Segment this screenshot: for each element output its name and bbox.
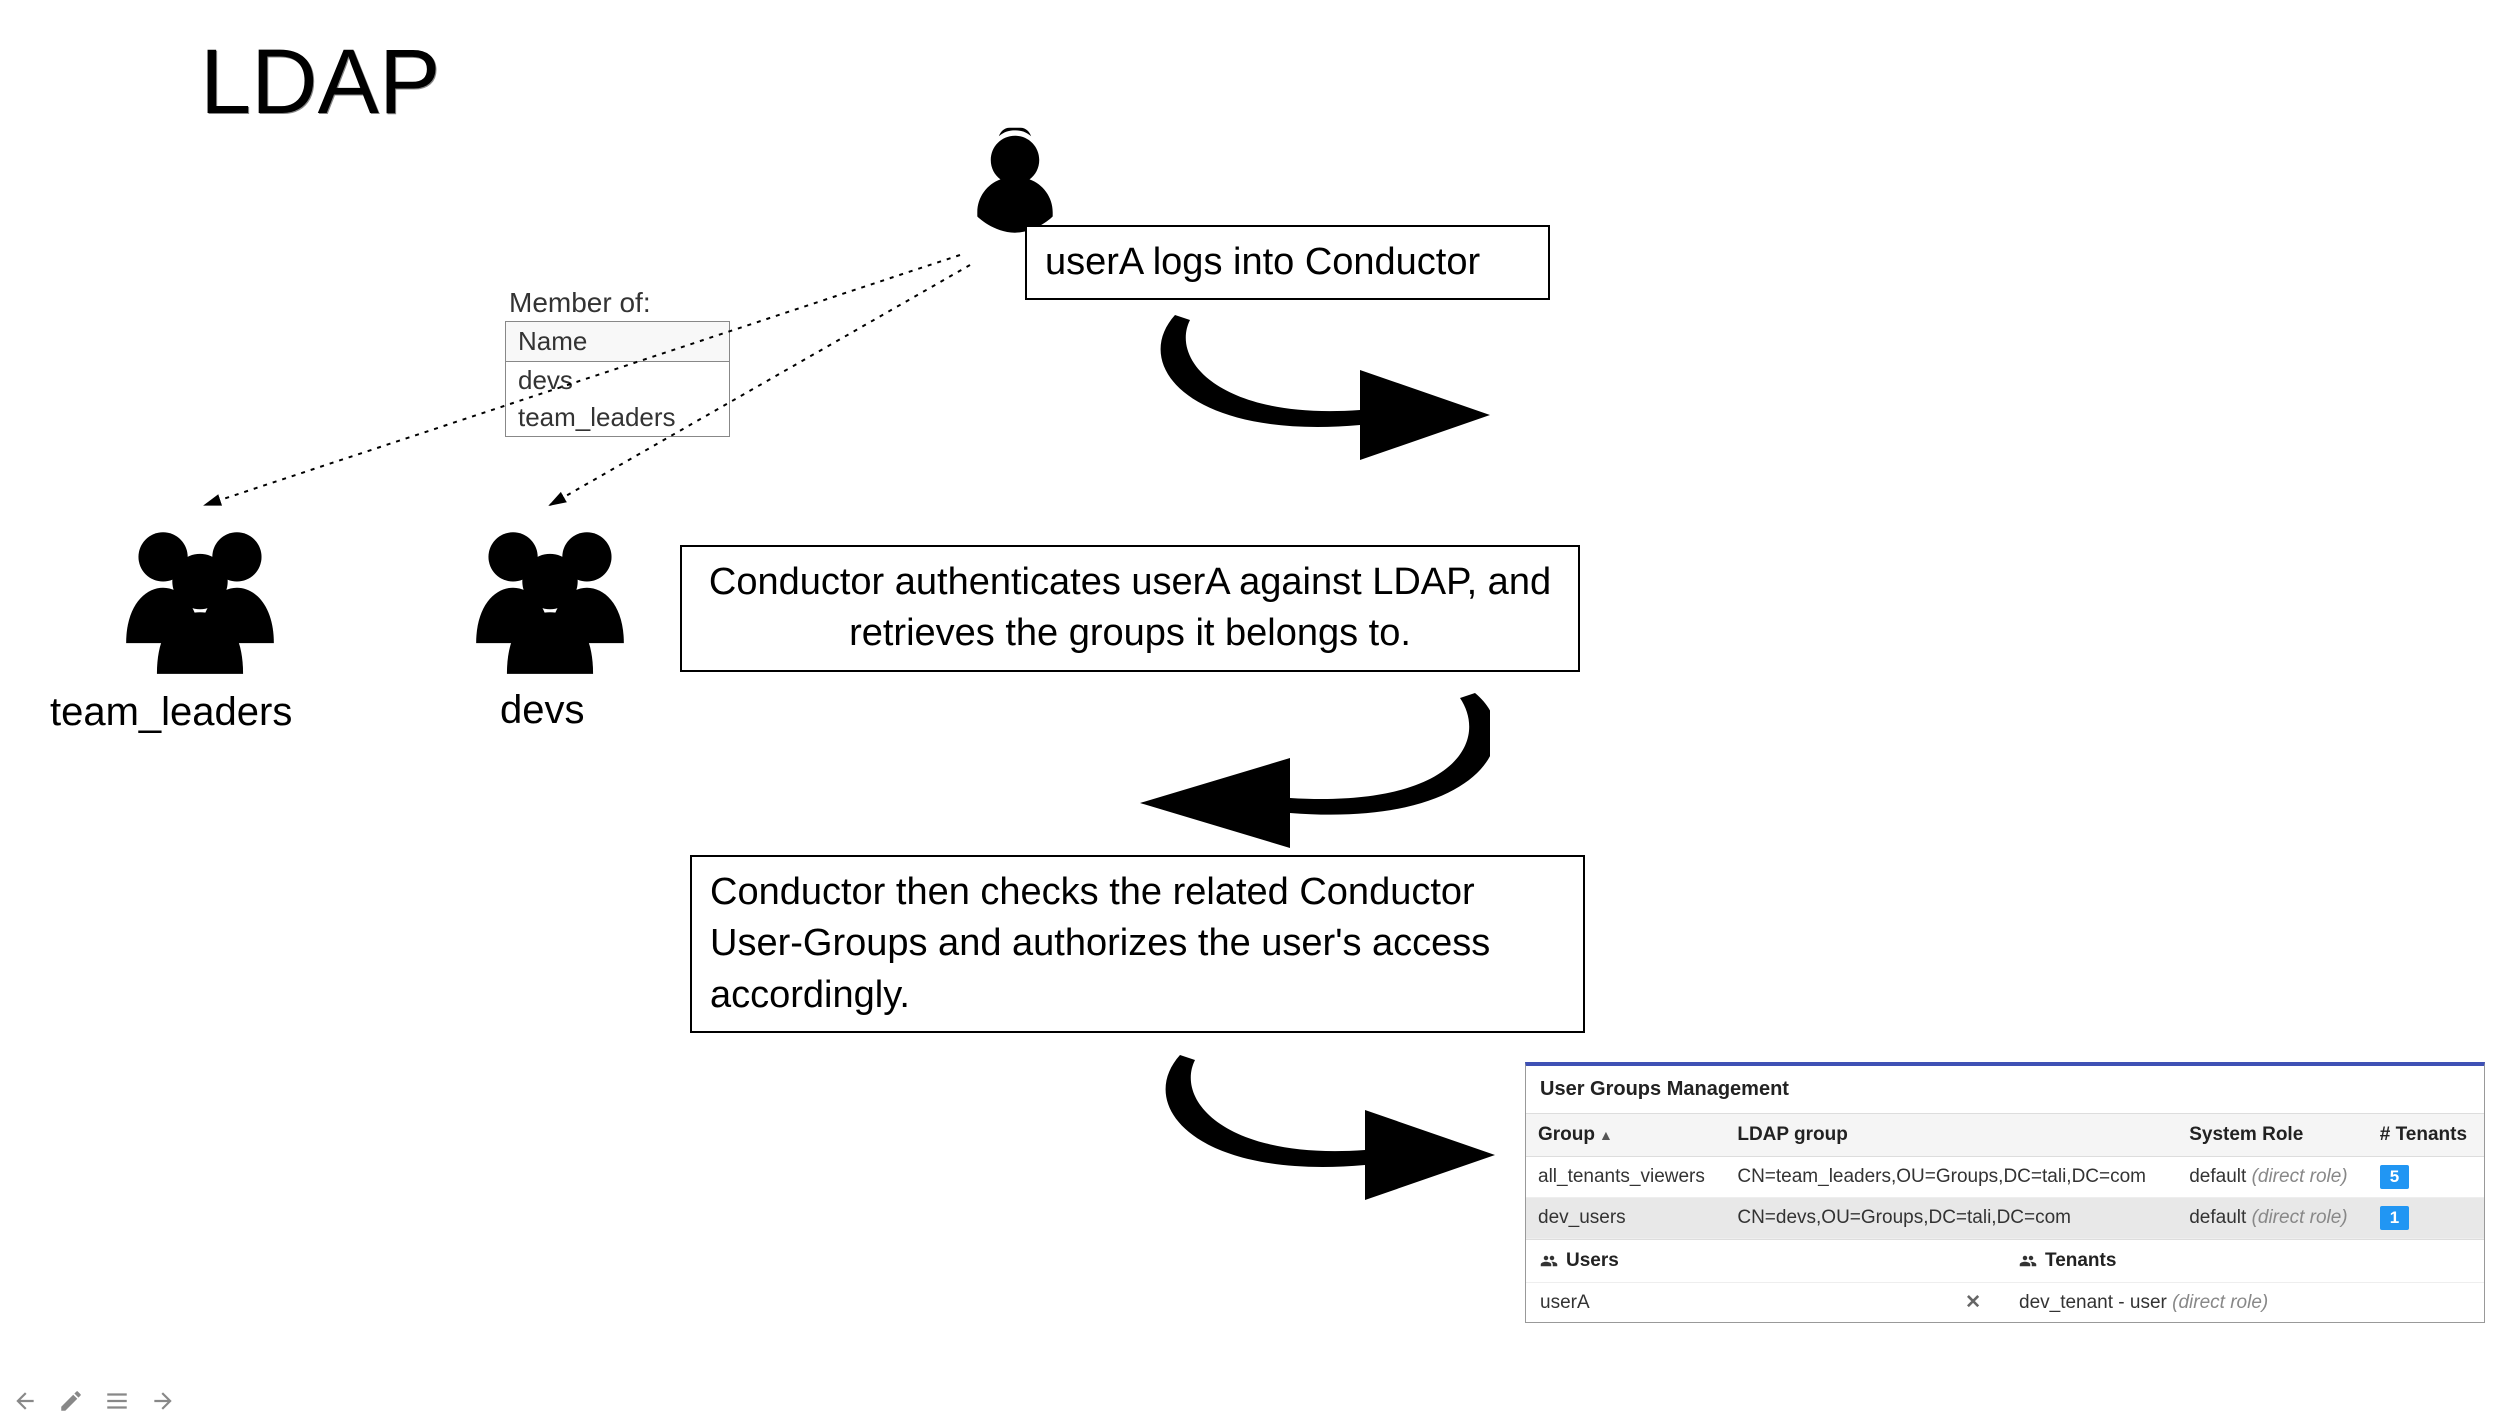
step-2-box: Conductor authenticates userA against LD… [680,545,1580,672]
tenants-sub-header: Tenants [2019,1250,2470,1272]
group-team-leaders-label: team_leaders [50,690,292,735]
sub-tenant-cell: dev_tenant - user (direct role) [2005,1283,2484,1322]
group-devs-icon [450,520,650,685]
users-icon [1540,1252,1558,1270]
member-of-row: team_leaders [506,399,729,436]
step-3-box: Conductor then checks the related Conduc… [690,855,1585,1033]
member-of-table: Name devs team_leaders [505,321,730,437]
col-tenants[interactable]: # Tenants [2368,1114,2484,1157]
arrow-3 [1165,1050,1505,1205]
group-team-leaders-icon [100,520,300,685]
table-row[interactable]: all_tenants_viewers CN=team_leaders,OU=G… [1526,1157,2484,1198]
step-1-box: userA logs into Conductor [1025,225,1550,300]
cell-role: default (direct role) [2177,1157,2368,1198]
cell-tenants: 5 [2368,1157,2484,1198]
member-of-title: Member of: [505,285,730,321]
users-sub-header: Users [1540,1250,1991,1272]
col-role[interactable]: System Role [2177,1114,2368,1157]
sub-user-cell: userA ✕ [1526,1283,2005,1322]
cell-group: all_tenants_viewers [1526,1157,1725,1198]
tenant-badge[interactable]: 5 [2380,1165,2409,1189]
member-of-header: Name [506,322,729,362]
sub-panel: Users Tenants [1526,1239,2484,1282]
group-devs-label: devs [500,688,585,733]
cell-tenants: 1 [2368,1198,2484,1239]
panel-title: User Groups Management [1526,1066,2484,1113]
notes-icon[interactable] [104,1388,130,1414]
arrow-left-icon[interactable] [12,1388,38,1414]
cell-group: dev_users [1526,1198,1725,1239]
sort-asc-icon: ▲ [1599,1127,1613,1143]
sub-row: userA ✕ dev_tenant - user (direct role) [1526,1282,2484,1322]
cell-ldap: CN=team_leaders,OU=Groups,DC=tali,DC=com [1725,1157,2177,1198]
remove-user-icon[interactable]: ✕ [1965,1291,1981,1314]
user-groups-panel: User Groups Management Group▲ LDAP group… [1525,1062,2485,1323]
table-row[interactable]: dev_users CN=devs,OU=Groups,DC=tali,DC=c… [1526,1198,2484,1239]
groups-table: Group▲ LDAP group System Role # Tenants … [1526,1113,2484,1239]
arrow-2 [1130,688,1490,853]
tenants-icon [2019,1252,2037,1270]
cell-ldap: CN=devs,OU=Groups,DC=tali,DC=com [1725,1198,2177,1239]
pencil-icon[interactable] [58,1388,84,1414]
col-group[interactable]: Group▲ [1526,1114,1725,1157]
arrow-1 [1160,310,1500,465]
member-of-row: devs [506,362,729,399]
member-of-box: Member of: Name devs team_leaders [505,285,730,437]
col-ldap[interactable]: LDAP group [1725,1114,2177,1157]
cell-role: default (direct role) [2177,1198,2368,1239]
arrow-right-icon[interactable] [150,1388,176,1414]
tenant-badge[interactable]: 1 [2380,1206,2409,1230]
page-title: LDAP [200,30,440,135]
slide-toolbar [0,1380,188,1422]
